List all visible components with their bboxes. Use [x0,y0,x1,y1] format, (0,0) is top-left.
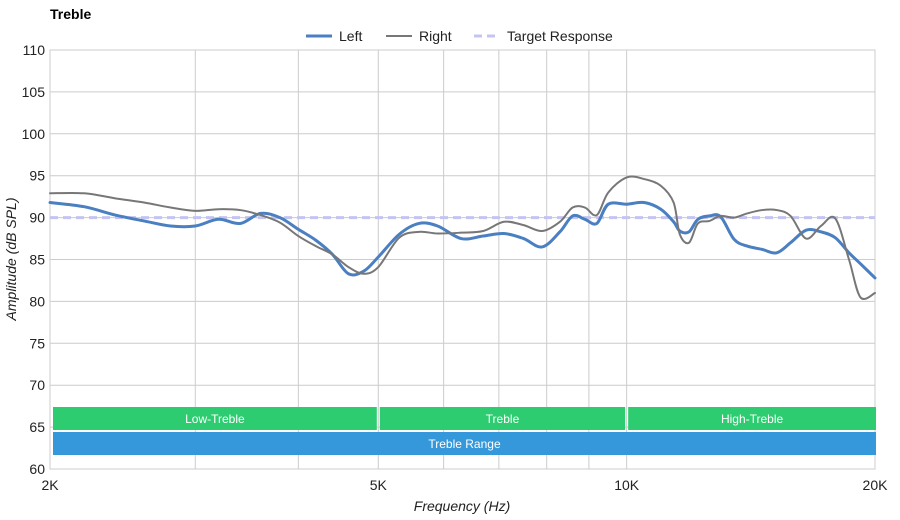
y-tick-label: 85 [29,252,45,268]
x-axis-label: Frequency (Hz) [414,498,510,514]
band-treble [379,407,626,430]
frequency-bands: Low-Treble Treble High-Treble Treble Range [53,407,876,455]
y-axis-ticks: 60 65 70 75 80 85 90 95 100 105 110 [22,42,46,477]
series-line-right [49,175,876,300]
x-tick-label: 5K [370,477,388,493]
series-lines [48,175,877,300]
y-tick-label: 65 [29,419,45,435]
grid [49,49,876,470]
y-tick-label: 100 [22,126,46,142]
y-tick-label: 60 [29,461,45,477]
band-label-high-treble: High-Treble [721,412,784,426]
band-treble-range [53,432,876,455]
x-axis-ticks: 2K 5K 10K 20K [41,477,888,493]
x-tick-label: 20K [863,477,889,493]
band-high-treble [628,407,876,430]
y-tick-label: 70 [29,377,45,393]
legend: Left Right Target Response [306,28,613,44]
legend-label-left: Left [339,28,362,44]
x-tick-label: 2K [41,477,59,493]
band-label-low-treble: Low-Treble [185,412,245,426]
x-tick-label: 10K [614,477,640,493]
band-low-treble [53,407,377,430]
band-label-treble-range: Treble Range [428,437,501,451]
chart-title: Treble [50,6,91,22]
legend-label-target-response: Target Response [507,28,613,44]
y-tick-label: 80 [29,293,45,309]
y-tick-label: 105 [22,84,46,100]
legend-label-right: Right [419,28,452,44]
y-axis-label: Amplitude (dB SPL) [3,198,19,322]
series-line-left [48,200,877,280]
y-tick-label: 110 [23,42,46,58]
y-tick-label: 90 [29,210,45,226]
y-tick-label: 75 [29,335,45,351]
y-tick-label: 95 [29,168,45,184]
band-label-treble: Treble [486,412,520,426]
